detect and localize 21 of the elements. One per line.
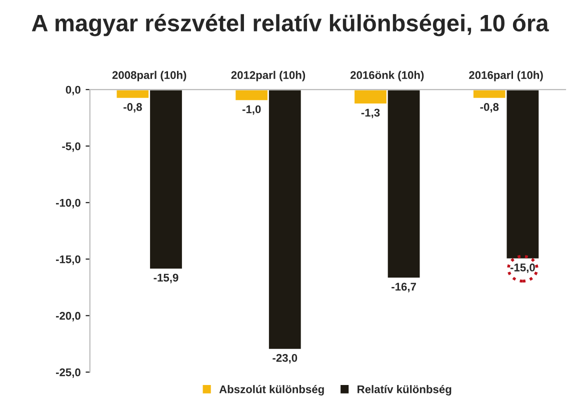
legend-label: Abszolút különbség (219, 384, 324, 396)
x-tick-label: 2016önk (10h) (350, 70, 424, 82)
x-tick-label: 2012parl (10h) (231, 70, 306, 82)
y-tick-label: -15,0 (56, 255, 80, 265)
y-tick-label: -20,0 (56, 312, 80, 322)
y-tick-label: -10,0 (56, 198, 80, 208)
data-label: -16,7 (392, 282, 416, 292)
chart-title: A magyar részvétel relatív különbségei, 10 óra (32, 14, 549, 36)
data-label: -1,3 (361, 108, 380, 118)
y-tick-label: -25,0 (56, 368, 80, 378)
y-tick-label: 0,0 (66, 86, 80, 96)
legend-label: Relatív különbség (358, 384, 452, 396)
data-label: -15,9 (154, 274, 178, 284)
data-label: -1,0 (242, 105, 261, 115)
data-label: -23,0 (272, 354, 298, 364)
data-label: -0,8 (480, 103, 499, 113)
y-tick-label: -5,0 (62, 142, 80, 152)
x-tick-label: 2008parl (10h) (112, 70, 186, 82)
data-label: -15,0 (510, 264, 535, 274)
x-tick-label: 2016parl (10h) (469, 70, 543, 82)
data-label: -0,8 (124, 103, 142, 113)
